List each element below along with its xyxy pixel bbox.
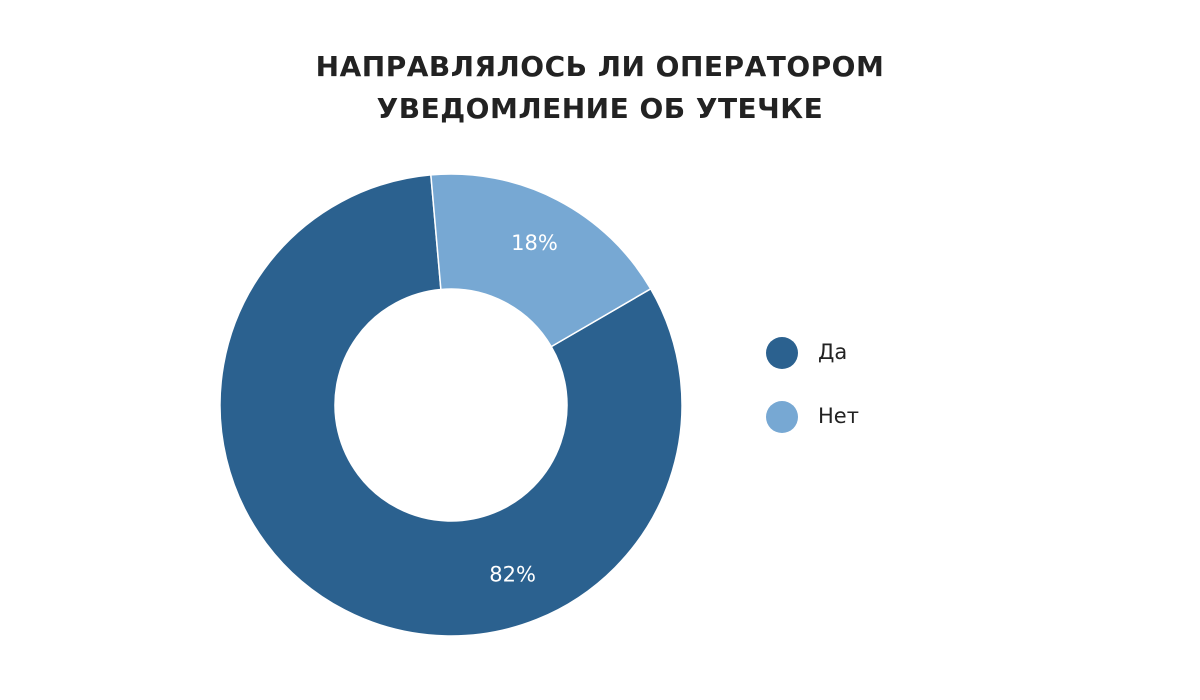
legend-swatch-1 (766, 337, 798, 369)
chart-title-line-1: НАПРАВЛЯЛОСЬ ЛИ ОПЕРАТОРОМ (315, 50, 885, 83)
legend-label-2: Нет (818, 404, 859, 428)
slice-value-label-2: 18% (511, 231, 558, 255)
chart-title: НАПРАВЛЯЛОСЬ ЛИ ОПЕРАТОРОМ УВЕДОМЛЕНИЕ О… (0, 46, 1200, 130)
donut-slice-1 (219, 174, 683, 637)
slice-labels: 82% 18% (489, 231, 558, 587)
legend-swatch-2 (766, 401, 798, 433)
legend-label-1: Да (818, 340, 847, 364)
chart-title-line-2: УВЕДОМЛЕНИЕ ОБ УТЕЧКЕ (376, 92, 824, 125)
legend: Да Нет (766, 337, 859, 433)
donut-slices (219, 173, 683, 637)
slice-value-label-1: 82% (489, 563, 536, 587)
donut-slice-2 (430, 173, 652, 348)
